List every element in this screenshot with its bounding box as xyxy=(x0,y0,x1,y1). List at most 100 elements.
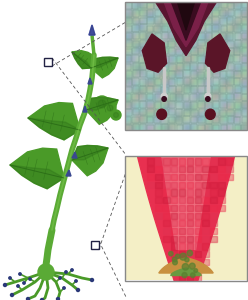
Bar xyxy=(212,17,219,24)
Bar xyxy=(140,32,146,39)
Bar xyxy=(186,274,193,280)
Circle shape xyxy=(9,277,11,279)
Bar xyxy=(235,40,241,47)
Bar xyxy=(191,32,197,39)
Bar xyxy=(202,158,209,165)
Bar xyxy=(194,236,201,242)
Bar xyxy=(228,63,234,70)
Bar xyxy=(205,124,212,131)
Bar xyxy=(155,205,162,211)
Bar xyxy=(147,124,154,131)
Bar xyxy=(242,48,248,55)
Bar xyxy=(132,117,139,123)
Bar xyxy=(148,48,154,55)
Bar xyxy=(147,86,154,93)
Bar xyxy=(210,212,217,219)
Bar xyxy=(154,41,160,48)
Bar xyxy=(148,56,154,62)
Text: 2: 2 xyxy=(127,170,138,185)
Bar xyxy=(184,86,190,93)
Bar xyxy=(147,3,154,9)
Bar xyxy=(220,33,226,40)
Bar xyxy=(125,10,132,16)
Bar xyxy=(242,109,248,116)
Bar xyxy=(133,40,139,47)
Bar xyxy=(205,17,212,24)
Bar xyxy=(194,228,201,234)
Bar xyxy=(125,102,131,109)
Bar xyxy=(220,71,226,77)
Bar xyxy=(205,79,211,86)
Bar xyxy=(163,182,170,188)
Bar xyxy=(162,78,168,85)
Circle shape xyxy=(94,96,110,112)
Bar xyxy=(154,56,160,63)
Bar xyxy=(169,10,176,16)
Bar xyxy=(220,18,227,25)
Bar xyxy=(234,117,240,124)
Bar xyxy=(210,166,217,172)
Bar xyxy=(194,212,201,219)
Polygon shape xyxy=(28,118,80,140)
Polygon shape xyxy=(91,57,118,68)
Bar xyxy=(171,228,178,234)
Bar xyxy=(171,236,178,242)
Bar xyxy=(139,56,146,63)
Bar xyxy=(132,94,139,100)
Circle shape xyxy=(98,100,106,108)
Bar xyxy=(147,101,154,108)
Bar xyxy=(198,79,204,86)
Bar xyxy=(191,17,198,24)
Bar xyxy=(132,78,139,85)
Bar xyxy=(170,94,176,101)
Bar xyxy=(234,93,241,100)
Bar xyxy=(184,64,190,70)
Circle shape xyxy=(169,251,173,256)
Circle shape xyxy=(38,264,54,280)
Circle shape xyxy=(91,278,93,281)
Bar xyxy=(183,33,190,40)
Bar xyxy=(161,40,168,47)
Polygon shape xyxy=(205,34,230,72)
Bar xyxy=(205,86,212,93)
Circle shape xyxy=(180,253,186,260)
Bar xyxy=(161,26,168,32)
Bar xyxy=(198,48,205,55)
Bar xyxy=(242,101,248,108)
Polygon shape xyxy=(72,146,108,176)
Bar xyxy=(184,70,190,77)
Bar xyxy=(194,197,201,203)
Bar xyxy=(206,33,212,40)
Bar xyxy=(226,174,233,180)
Bar xyxy=(184,18,190,25)
Bar xyxy=(155,158,162,165)
Bar xyxy=(242,10,248,17)
Bar xyxy=(213,109,219,116)
Bar xyxy=(242,87,248,94)
Bar xyxy=(212,25,219,32)
Bar xyxy=(176,17,183,24)
Bar xyxy=(154,117,160,123)
Bar xyxy=(163,236,170,242)
Bar xyxy=(218,189,225,196)
Bar xyxy=(212,32,219,39)
Bar xyxy=(169,117,175,124)
Bar xyxy=(186,228,193,234)
Bar xyxy=(183,10,190,17)
Bar xyxy=(140,63,146,70)
Circle shape xyxy=(190,273,195,278)
Bar xyxy=(177,25,183,32)
Bar xyxy=(176,109,183,116)
Bar xyxy=(220,86,226,93)
Bar xyxy=(125,124,132,131)
Bar xyxy=(147,174,154,180)
Bar xyxy=(179,205,186,211)
Bar xyxy=(179,166,186,172)
Bar xyxy=(202,251,209,257)
Bar xyxy=(202,236,209,242)
Bar xyxy=(220,40,226,46)
Bar xyxy=(184,124,190,131)
Bar xyxy=(125,94,131,101)
Bar xyxy=(242,40,248,46)
Bar xyxy=(176,117,182,124)
